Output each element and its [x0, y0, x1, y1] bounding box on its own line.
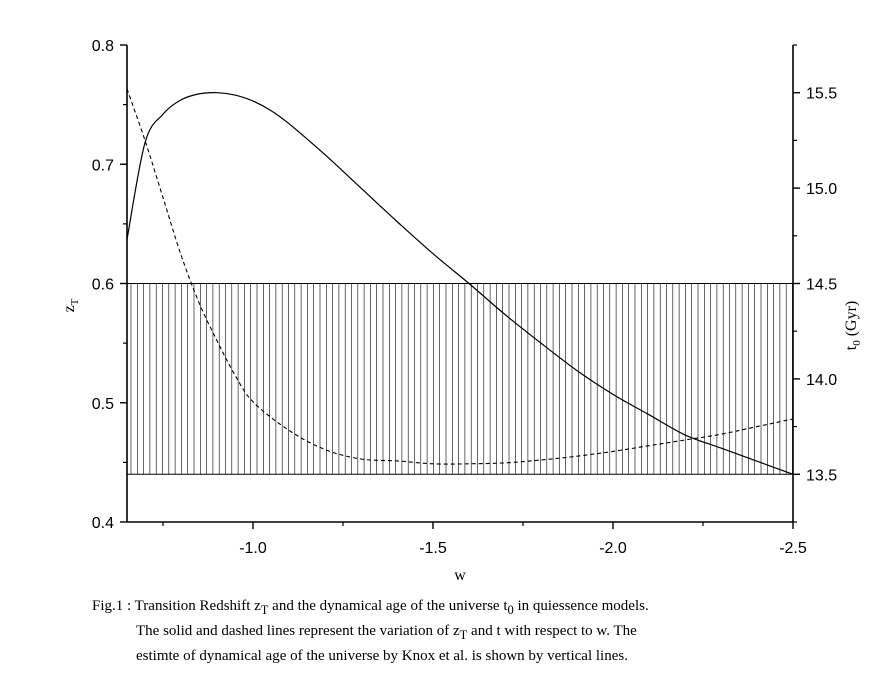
age-estimate-band [130, 283, 793, 475]
right-axis-title: t0 (Gyr) [843, 301, 863, 351]
caption-text: and t with respect to w. The [467, 623, 637, 639]
y-left-tick-label: 0.8 [92, 38, 114, 55]
x-tick-label: -2.5 [779, 540, 807, 557]
right-axis-title-base: t [843, 345, 860, 350]
right-axis-title-sub: 0 [851, 340, 863, 346]
y-right-tick-label: 14.0 [806, 372, 837, 389]
caption-text: and the dynamical age of the universe t [268, 598, 508, 614]
y-right-tick-label: 13.5 [806, 467, 837, 484]
left-axis-title-sub: T [69, 298, 81, 305]
y-right-tick-label: 14.5 [806, 277, 837, 294]
left-axis-title: zT [61, 298, 81, 312]
axis-ticks: -1.0 -1.5 -2.0 -2.5 0.4 0.5 0.6 0.7 0.8 13.5 14.0 1… [92, 38, 837, 557]
caption-line-1: Fig.1 : Transition Redshift zT and the d… [92, 596, 852, 621]
x-axis-title: w [454, 567, 466, 584]
figure-caption: Fig.1 : Transition Redshift zT and the d… [92, 596, 852, 667]
y-right-tick-label: 15.0 [806, 181, 837, 198]
caption-text: Fig.1 : Transition Redshift z [92, 598, 261, 614]
caption-line-2: The solid and dashed lines represent the… [92, 621, 852, 646]
x-tick-label: -1.5 [419, 540, 447, 557]
t0-series-line [126, 88, 794, 465]
caption-subscript: T [459, 628, 468, 642]
caption-subscript: T [260, 603, 269, 617]
x-tick-label: -2.0 [599, 540, 627, 557]
zt-series-line [126, 92, 794, 475]
y-right-tick-label: 15.5 [806, 86, 837, 103]
caption-line-3: estimte of dynamical age of the universe… [136, 648, 628, 664]
caption-text: in quiessence models. [513, 598, 649, 614]
chart: -1.0 -1.5 -2.0 -2.5 0.4 0.5 0.6 0.7 0.8 13.5 14.0 1… [61, 38, 863, 584]
left-axis-title-base: z [61, 305, 78, 312]
x-tick-label: -1.0 [239, 540, 267, 557]
right-axis-title-unit: (Gyr) [843, 301, 860, 341]
caption-text: The solid and dashed lines represent the… [136, 623, 460, 639]
y-left-tick-label: 0.7 [92, 157, 114, 174]
y-left-tick-label: 0.6 [92, 277, 114, 294]
y-left-tick-label: 0.5 [92, 396, 114, 413]
caption-subscript: 0 [507, 603, 514, 617]
y-left-tick-label: 0.4 [92, 515, 114, 532]
